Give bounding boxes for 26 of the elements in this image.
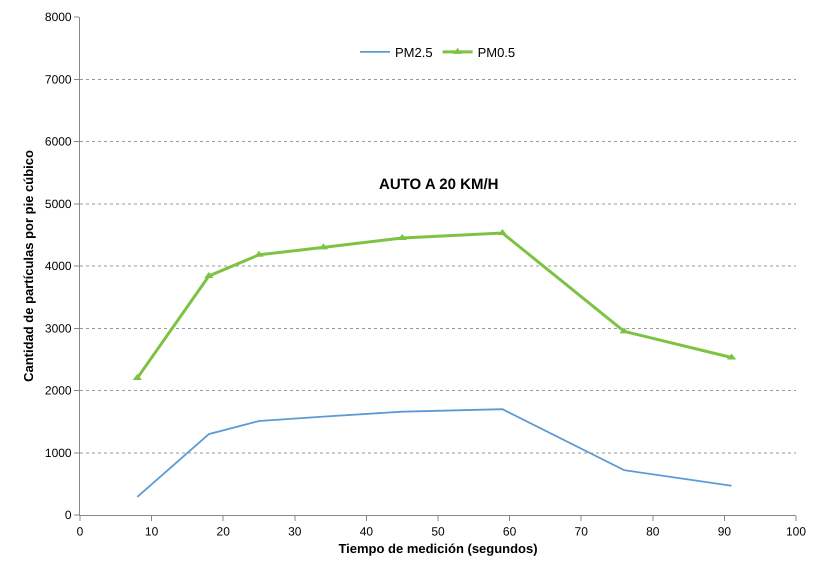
x-tick-label: 70 bbox=[574, 524, 588, 538]
y-tick-label: 7000 bbox=[44, 72, 72, 86]
x-tick-label: 20 bbox=[216, 524, 230, 538]
line-series bbox=[136, 408, 732, 498]
y-tick-label: 0 bbox=[64, 508, 72, 522]
legend-label: PM0.5 bbox=[478, 44, 516, 60]
x-tick-label: 0 bbox=[76, 524, 84, 538]
y-tick-label: 8000 bbox=[44, 10, 72, 24]
y-tick-label: 6000 bbox=[44, 134, 72, 149]
x-axis-title: Tiempo de medición (segundos) bbox=[338, 541, 538, 556]
y-tick-label: 4000 bbox=[44, 259, 72, 274]
x-tick-label: 100 bbox=[786, 524, 806, 538]
x-tick-label: 80 bbox=[646, 524, 660, 538]
y-tick-label: 2000 bbox=[44, 384, 72, 398]
x-tick-label: 40 bbox=[360, 524, 374, 538]
y-tick-label: 1000 bbox=[44, 446, 72, 460]
x-tick-label: 90 bbox=[718, 524, 732, 538]
y-tick-label: 3000 bbox=[44, 321, 72, 336]
y-tick-label: 5000 bbox=[44, 196, 72, 211]
annotation: AUTO A 20 KM/H bbox=[379, 176, 498, 193]
x-tick-label: 30 bbox=[288, 524, 302, 538]
legend-label: PM2.5 bbox=[395, 44, 433, 60]
x-tick-label: 60 bbox=[502, 524, 517, 538]
x-tick-label: 50 bbox=[431, 524, 445, 538]
x-tick-label: 10 bbox=[144, 524, 159, 538]
y-axis-title: Cantidad de partículas por pie cúbico bbox=[20, 150, 36, 382]
